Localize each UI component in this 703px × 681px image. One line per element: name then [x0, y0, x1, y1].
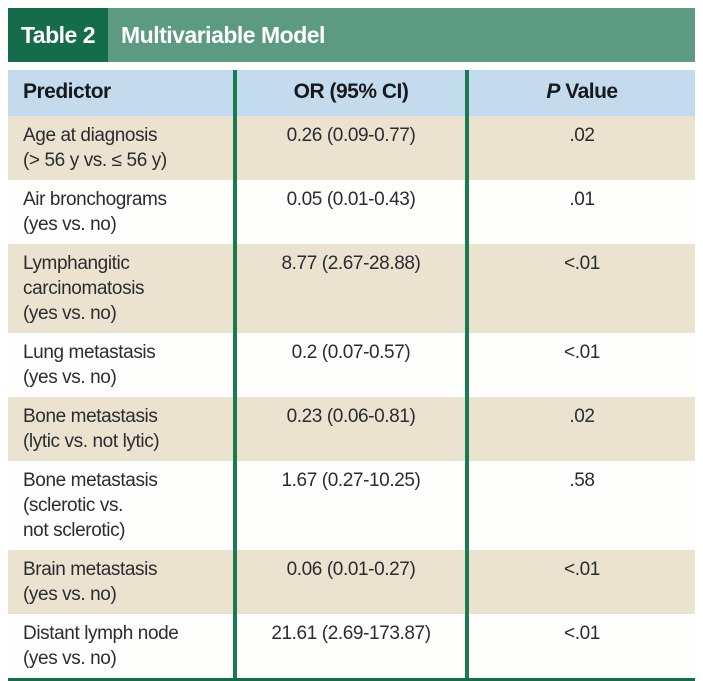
predictor-line: Bone metastasis: [23, 406, 158, 427]
predictor-cell: Age at diagnosis (> 56 y vs. ≤ 56 y): [8, 116, 233, 180]
column-header-or-95ci: OR (95% CI): [233, 70, 465, 116]
p-value-cell: <.01: [465, 550, 695, 614]
predictor-line: (yes vs. no): [23, 648, 117, 669]
table-header-row: Predictor OR (95% CI) P Value: [8, 70, 695, 116]
column-header-predictor: Predictor: [23, 80, 111, 103]
p-value-rest: Value: [559, 80, 618, 103]
predictor-line: (yes vs. no): [23, 303, 117, 324]
p-value-cell: .58: [465, 461, 695, 550]
predictor-cell: Distant lymph node (yes vs. no): [8, 614, 233, 678]
or-ci-cell: 8.77 (2.67-28.88): [233, 244, 465, 333]
predictor-line: Lung metastasis: [23, 342, 156, 363]
table-row: Bone metastasis (sclerotic vs. not scler…: [8, 461, 695, 550]
predictor-cell: Bone metastasis (lytic vs. not lytic): [8, 397, 233, 461]
or-ci-cell: 0.26 (0.09-0.77): [233, 116, 465, 180]
table-title-bar: Table 2 Multivariable Model: [8, 8, 695, 62]
predictor-line: carcinomatosis: [23, 278, 145, 299]
table-title: Multivariable Model: [121, 21, 325, 48]
or-ci-cell: 0.05 (0.01-0.43): [233, 180, 465, 244]
table-row: Age at diagnosis (> 56 y vs. ≤ 56 y) 0.2…: [8, 116, 695, 180]
predictor-cell: Bone metastasis (sclerotic vs. not scler…: [8, 461, 233, 550]
predictor-line: (yes vs. no): [23, 214, 117, 235]
predictor-line: Bone metastasis: [23, 470, 158, 491]
predictor-line: Air bronchograms: [23, 189, 167, 210]
or-ci-cell: 0.23 (0.06-0.81): [233, 397, 465, 461]
or-ci-cell: 0.06 (0.01-0.27): [233, 550, 465, 614]
table-number-label: Table 2: [20, 21, 96, 48]
multivariable-model-table: Predictor OR (95% CI) P Value Age at dia…: [8, 70, 695, 681]
table-row: Brain metastasis (yes vs. no) 0.06 (0.01…: [8, 550, 695, 614]
predictor-line: (lytic vs. not lytic): [23, 431, 160, 452]
predictor-line: (sclerotic vs.: [23, 495, 123, 516]
predictor-line: Distant lymph node: [23, 623, 179, 644]
p-value-cell: <.01: [465, 333, 695, 397]
p-value-italic-p: P: [546, 80, 560, 103]
p-value-cell: .02: [465, 116, 695, 180]
predictor-cell: Air bronchograms (yes vs. no): [8, 180, 233, 244]
table-row: Bone metastasis (lytic vs. not lytic) 0.…: [8, 397, 695, 461]
or-ci-cell: 1.67 (0.27-10.25): [233, 461, 465, 550]
predictor-line: Age at diagnosis: [23, 125, 158, 146]
or-ci-cell: 21.61 (2.69-173.87): [233, 614, 465, 678]
table-row: Lymphangitic carcinomatosis (yes vs. no)…: [8, 244, 695, 333]
table-row: Lung metastasis (yes vs. no) 0.2 (0.07-0…: [8, 333, 695, 397]
table-row: Air bronchograms (yes vs. no) 0.05 (0.01…: [8, 180, 695, 244]
column-header-p-value: P Value: [465, 70, 695, 116]
predictor-line: (yes vs. no): [23, 367, 117, 388]
or-ci-cell: 0.2 (0.07-0.57): [233, 333, 465, 397]
p-value-cell: .02: [465, 397, 695, 461]
table-number-box: Table 2: [8, 8, 108, 62]
p-value-cell: .01: [465, 180, 695, 244]
predictor-line: not sclerotic): [23, 520, 126, 541]
table-row: Distant lymph node (yes vs. no) 21.61 (2…: [8, 614, 695, 678]
predictor-line: Lymphangitic: [23, 253, 130, 274]
p-value-cell: <.01: [465, 244, 695, 333]
predictor-cell: Lymphangitic carcinomatosis (yes vs. no): [8, 244, 233, 333]
predictor-line: (> 56 y vs. ≤ 56 y): [23, 150, 167, 171]
predictor-cell: Lung metastasis (yes vs. no): [8, 333, 233, 397]
predictor-cell: Brain metastasis (yes vs. no): [8, 550, 233, 614]
p-value-cell: <.01: [465, 614, 695, 678]
predictor-line: Brain metastasis: [23, 559, 158, 580]
predictor-line: (yes vs. no): [23, 584, 117, 605]
